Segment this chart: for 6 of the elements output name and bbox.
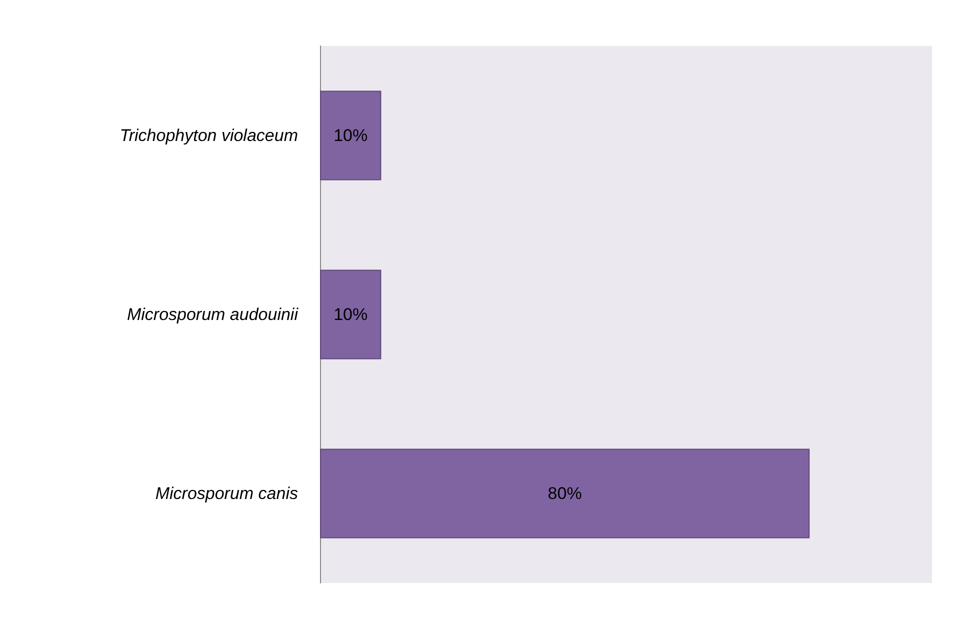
y-tick-label: Microsporum canis (155, 484, 298, 503)
y-tick-label: Trichophyton violaceum (120, 126, 298, 145)
data-label: 80% (548, 484, 582, 503)
y-tick-label: Microsporum audouinii (126, 305, 300, 324)
data-label: 10% (334, 305, 368, 324)
data-label: 10% (334, 126, 368, 145)
